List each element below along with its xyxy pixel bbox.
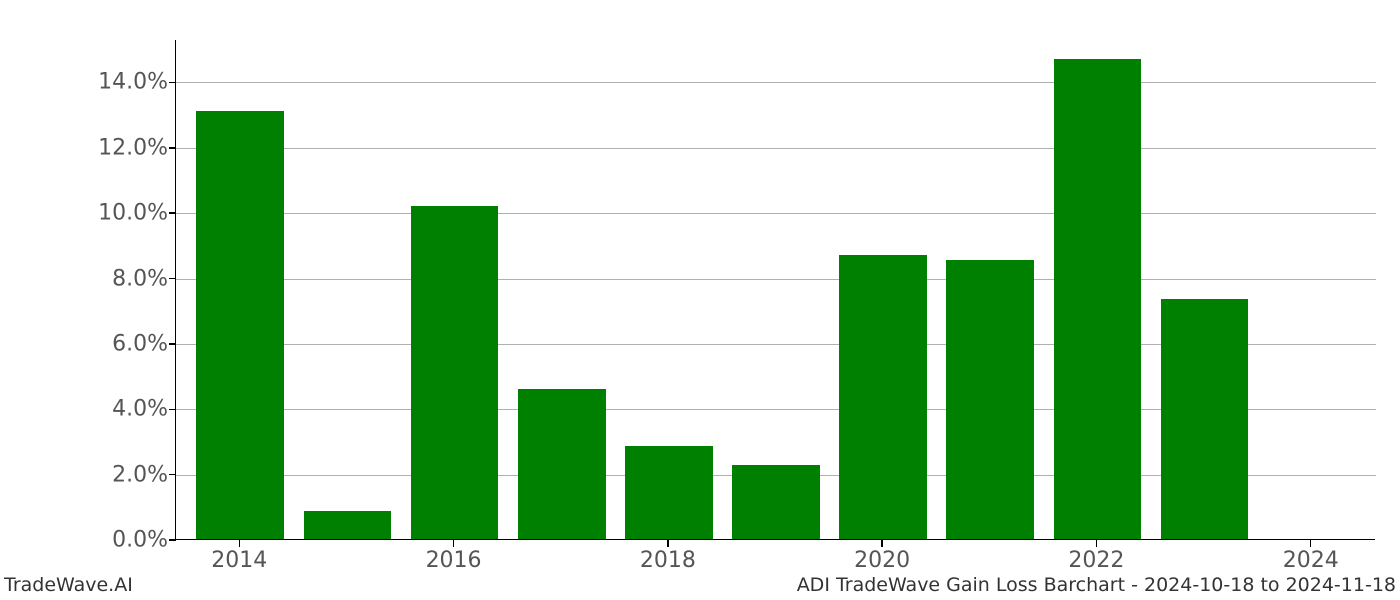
bar xyxy=(1054,59,1142,539)
bar xyxy=(625,446,713,539)
x-tick-mark xyxy=(239,540,241,547)
y-tick-label: 2.0% xyxy=(112,462,168,487)
y-tick-label: 10.0% xyxy=(98,201,168,226)
y-tick-mark xyxy=(169,539,176,541)
gridline xyxy=(176,213,1376,214)
bar xyxy=(411,206,499,539)
y-tick-mark xyxy=(169,409,176,411)
x-tick-mark xyxy=(667,540,669,547)
gridline xyxy=(176,148,1376,149)
x-tick-label: 2022 xyxy=(1068,548,1124,573)
x-tick-mark xyxy=(453,540,455,547)
y-tick-label: 12.0% xyxy=(98,135,168,160)
x-tick-label: 2014 xyxy=(211,548,267,573)
caption-right: ADI TradeWave Gain Loss Barchart - 2024-… xyxy=(797,574,1396,596)
gridline xyxy=(176,279,1376,280)
y-tick-label: 0.0% xyxy=(112,528,168,553)
x-tick-mark xyxy=(881,540,883,547)
bar xyxy=(946,260,1034,539)
gridline xyxy=(176,82,1376,83)
bar xyxy=(1161,299,1249,539)
bar xyxy=(304,511,392,539)
bar xyxy=(839,255,927,539)
y-tick-mark xyxy=(169,147,176,149)
x-tick-label: 2016 xyxy=(426,548,482,573)
x-tick-mark xyxy=(1310,540,1312,547)
x-tick-label: 2018 xyxy=(640,548,696,573)
bar xyxy=(196,111,284,539)
x-tick-label: 2020 xyxy=(854,548,910,573)
y-tick-mark xyxy=(169,343,176,345)
bar-chart xyxy=(175,40,1375,540)
x-tick-label: 2024 xyxy=(1283,548,1339,573)
y-tick-label: 14.0% xyxy=(98,70,168,95)
y-tick-mark xyxy=(169,278,176,280)
y-tick-mark xyxy=(169,212,176,214)
y-tick-label: 8.0% xyxy=(112,266,168,291)
plot-area xyxy=(175,40,1375,540)
bar xyxy=(732,465,820,539)
y-tick-mark xyxy=(169,82,176,84)
y-tick-mark xyxy=(169,474,176,476)
bar xyxy=(518,389,606,539)
watermark-left: TradeWave.AI xyxy=(4,574,133,596)
y-tick-label: 4.0% xyxy=(112,397,168,422)
x-tick-mark xyxy=(1096,540,1098,547)
y-tick-label: 6.0% xyxy=(112,331,168,356)
